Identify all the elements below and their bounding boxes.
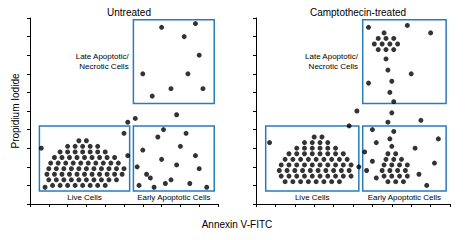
- svg-text:Live Cells: Live Cells: [295, 193, 330, 202]
- svg-text:Necrotic Cells: Necrotic Cells: [79, 62, 128, 71]
- svg-text:Necrotic Cells: Necrotic Cells: [309, 62, 358, 71]
- svg-text:Early Apoptotic Cells: Early Apoptotic Cells: [137, 193, 210, 202]
- svg-text:Propidium Iodide: Propidium Iodide: [10, 73, 21, 148]
- svg-text:Untreated: Untreated: [107, 7, 151, 18]
- svg-text:Late Apoptotic/: Late Apoptotic/: [76, 52, 130, 61]
- svg-text:Late Apoptotic/: Late Apoptotic/: [305, 52, 359, 61]
- svg-text:Live Cells: Live Cells: [67, 193, 102, 202]
- svg-text:Camptothecin-treated: Camptothecin-treated: [310, 7, 406, 18]
- svg-text:Annexin V-FITC: Annexin V-FITC: [202, 219, 273, 230]
- svg-text:Early Apoptotic Cells: Early Apoptotic Cells: [368, 193, 441, 202]
